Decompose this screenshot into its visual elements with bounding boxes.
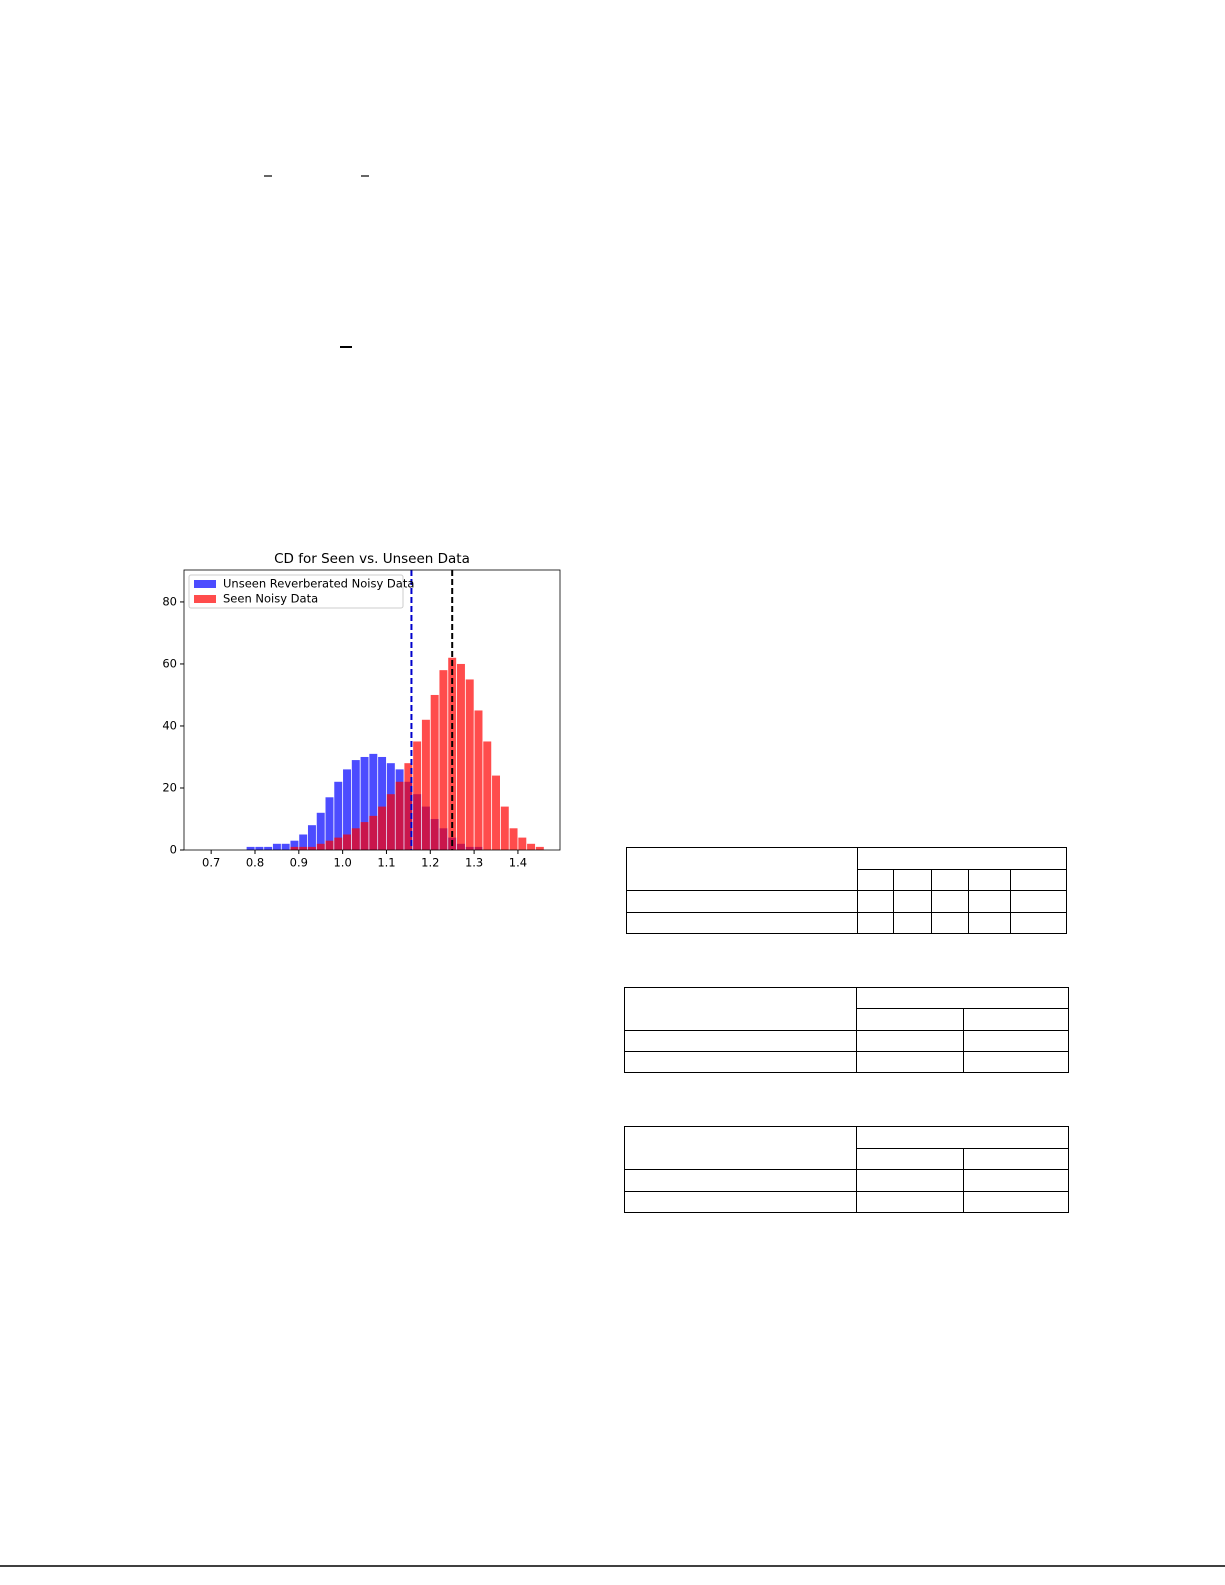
bar bbox=[343, 769, 352, 850]
bar bbox=[456, 663, 465, 850]
x-tick-label: 0.9 bbox=[290, 856, 308, 870]
legend-label: Unseen Reverberated Noisy Data bbox=[223, 577, 414, 591]
bar bbox=[255, 846, 264, 850]
bar bbox=[535, 846, 544, 850]
bar bbox=[421, 719, 430, 850]
y-tick-label: 60 bbox=[162, 656, 177, 670]
table bbox=[626, 847, 1067, 934]
bar bbox=[299, 834, 308, 850]
y-tick-label: 20 bbox=[162, 780, 177, 794]
bar bbox=[369, 815, 378, 850]
legend-box bbox=[188, 574, 404, 609]
bar bbox=[307, 825, 316, 850]
bar bbox=[369, 753, 378, 850]
y-tick-label: 80 bbox=[162, 594, 177, 608]
bar bbox=[430, 694, 439, 850]
y-tick-label: 40 bbox=[162, 718, 177, 732]
bar bbox=[500, 806, 509, 850]
bar bbox=[325, 797, 334, 850]
bar bbox=[281, 843, 290, 850]
bar bbox=[360, 756, 369, 850]
x-tick-label: 1.2 bbox=[421, 856, 439, 870]
bar bbox=[378, 756, 387, 850]
bar bbox=[272, 843, 281, 850]
x-tick-label: 1.1 bbox=[377, 856, 395, 870]
x-tick-label: 0.7 bbox=[202, 856, 220, 870]
bar bbox=[246, 846, 255, 850]
bar bbox=[527, 843, 536, 850]
legend-swatch bbox=[194, 580, 216, 588]
x-tick-label: 1.3 bbox=[465, 856, 483, 870]
bar bbox=[395, 781, 404, 850]
bar bbox=[465, 679, 474, 850]
x-tick-label: 1.4 bbox=[509, 856, 527, 870]
bar bbox=[474, 710, 483, 850]
legend-label: Seen Noisy Data bbox=[223, 592, 318, 606]
bar bbox=[343, 834, 352, 850]
bar bbox=[413, 741, 422, 850]
bar bbox=[404, 763, 413, 850]
bar bbox=[316, 843, 325, 850]
bar bbox=[351, 760, 360, 850]
bar bbox=[351, 828, 360, 850]
table bbox=[624, 986, 1069, 1074]
bar bbox=[378, 806, 387, 850]
bar bbox=[518, 837, 527, 850]
chart-title: CD for Seen vs. Unseen Data bbox=[274, 551, 470, 567]
bar bbox=[483, 741, 492, 850]
x-tick-label: 1.0 bbox=[333, 856, 351, 870]
bar bbox=[299, 846, 308, 850]
bar bbox=[307, 846, 316, 850]
bar bbox=[509, 828, 518, 850]
bar bbox=[439, 670, 448, 850]
bar bbox=[316, 812, 325, 850]
x-tick-label: 0.8 bbox=[246, 856, 264, 870]
bar bbox=[360, 822, 369, 850]
y-tick-label: 0 bbox=[170, 843, 177, 857]
bar bbox=[264, 846, 273, 850]
bar bbox=[386, 794, 395, 850]
plot-frame bbox=[183, 569, 561, 851]
bar bbox=[334, 837, 343, 850]
table bbox=[624, 1126, 1069, 1213]
bar bbox=[290, 846, 299, 850]
bar bbox=[290, 840, 299, 850]
bar bbox=[325, 840, 334, 850]
bar bbox=[334, 781, 343, 850]
legend-swatch bbox=[194, 595, 216, 603]
bar bbox=[492, 775, 501, 850]
